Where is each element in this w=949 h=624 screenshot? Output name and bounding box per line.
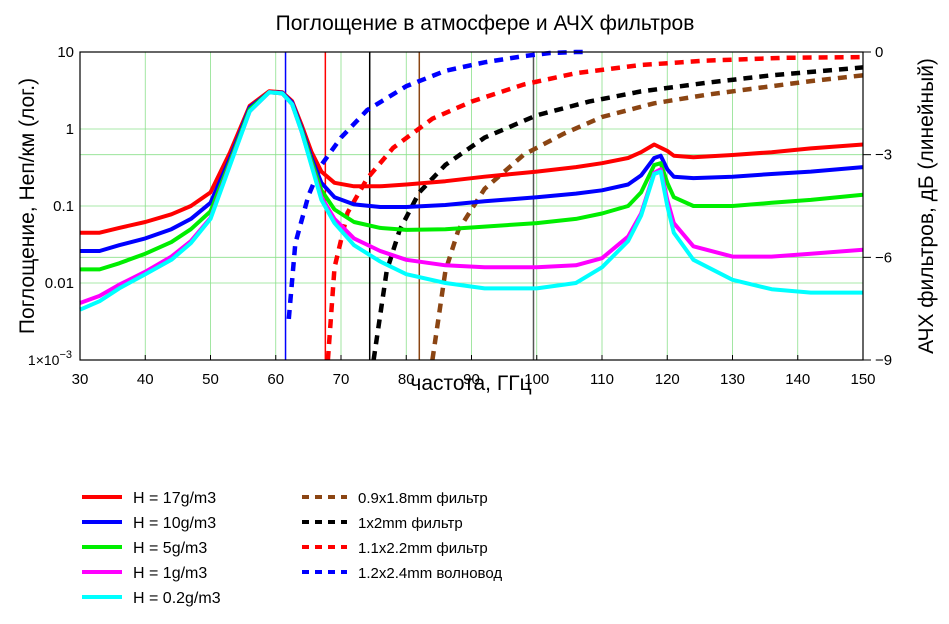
y-left-axis-label: Поглощение, Неп/км (лог.) [16, 78, 39, 334]
y-left-tick-exponent: −3 [59, 349, 72, 361]
legend-absorption: H = 17g/m3 H = 10g/m3 H = 5g/m3 H = 1g/m3 H … [82, 490, 221, 607]
x-tick-label: 90 [463, 371, 480, 388]
absorption-line [80, 90, 864, 253]
y-right-tick-label: −6 [875, 249, 892, 266]
legend-label: H = 10g/m3 [133, 515, 216, 532]
x-tick-labels: 30 40 50 60 70 80 90 100 110 120 130 140 150 [72, 355, 876, 388]
y-left-tick-label: 0.1 [53, 198, 74, 215]
y-left-tick-label: 1 [66, 121, 74, 138]
x-tick-label: 40 [137, 371, 154, 388]
absorption-series [79, 89, 864, 312]
y-right-tick-label: −3 [875, 147, 892, 164]
y-right-tick-label: 0 [875, 44, 883, 61]
x-tick-label: 100 [524, 371, 549, 388]
y-left-tick-mantissa: 1×10 [28, 352, 60, 368]
y-right-tick-label: −9 [875, 352, 892, 369]
legend-label: 1x2mm фильтр [358, 515, 463, 532]
x-tick-label: 30 [72, 371, 89, 388]
x-tick-label: 60 [267, 371, 284, 388]
legend-label: 1.1x2.2mm фильтр [358, 540, 488, 557]
filter-series [286, 49, 864, 361]
absorption-line [80, 89, 864, 235]
filter-line [325, 54, 864, 361]
legend-label: H = 17g/m3 [133, 490, 216, 507]
filter-line [371, 65, 864, 361]
filter-line [430, 73, 864, 361]
x-tick-label: 70 [333, 371, 350, 388]
y-left-tick-label: 0.01 [45, 275, 74, 292]
x-tick-label: 120 [655, 371, 680, 388]
y-left-tick-labels: 10 1 0.1 0.01 1×10−3 [28, 44, 74, 368]
legend-label: H = 0.2g/m3 [133, 590, 221, 607]
x-tick-label: 150 [850, 371, 875, 388]
legend-label: H = 1g/m3 [133, 565, 207, 582]
legend-label: H = 5g/m3 [133, 540, 207, 557]
x-tick-label: 80 [398, 371, 415, 388]
legend-label: 0.9x1.8mm фильтр [358, 490, 488, 507]
x-tick-label: 50 [202, 371, 219, 388]
absorption-line [80, 90, 864, 272]
legend-filters: 0.9x1.8mm фильтр 1x2mm фильтр 1.1x2.2mm фи… [302, 490, 502, 582]
y-left-tick-label: 10 [57, 44, 74, 61]
filter-line [286, 49, 589, 320]
chart-title: Поглощение в атмосфере и АЧХ фильтров [276, 12, 695, 35]
x-tick-label: 110 [590, 371, 614, 388]
x-axis-label: частота, ГГц [410, 372, 531, 395]
legend-label: 1.2x2.4mm волновод [358, 565, 502, 582]
y-left-tick-label: 1×10−3 [28, 349, 72, 368]
x-tick-label: 130 [720, 371, 745, 388]
y-right-axis-label: АЧХ фильтров, дБ (линейный) [915, 58, 938, 354]
x-tick-label: 140 [785, 371, 810, 388]
y-right-tick-labels: 0 −3 −6 −9 [863, 44, 892, 369]
absorption-line [79, 90, 863, 312]
